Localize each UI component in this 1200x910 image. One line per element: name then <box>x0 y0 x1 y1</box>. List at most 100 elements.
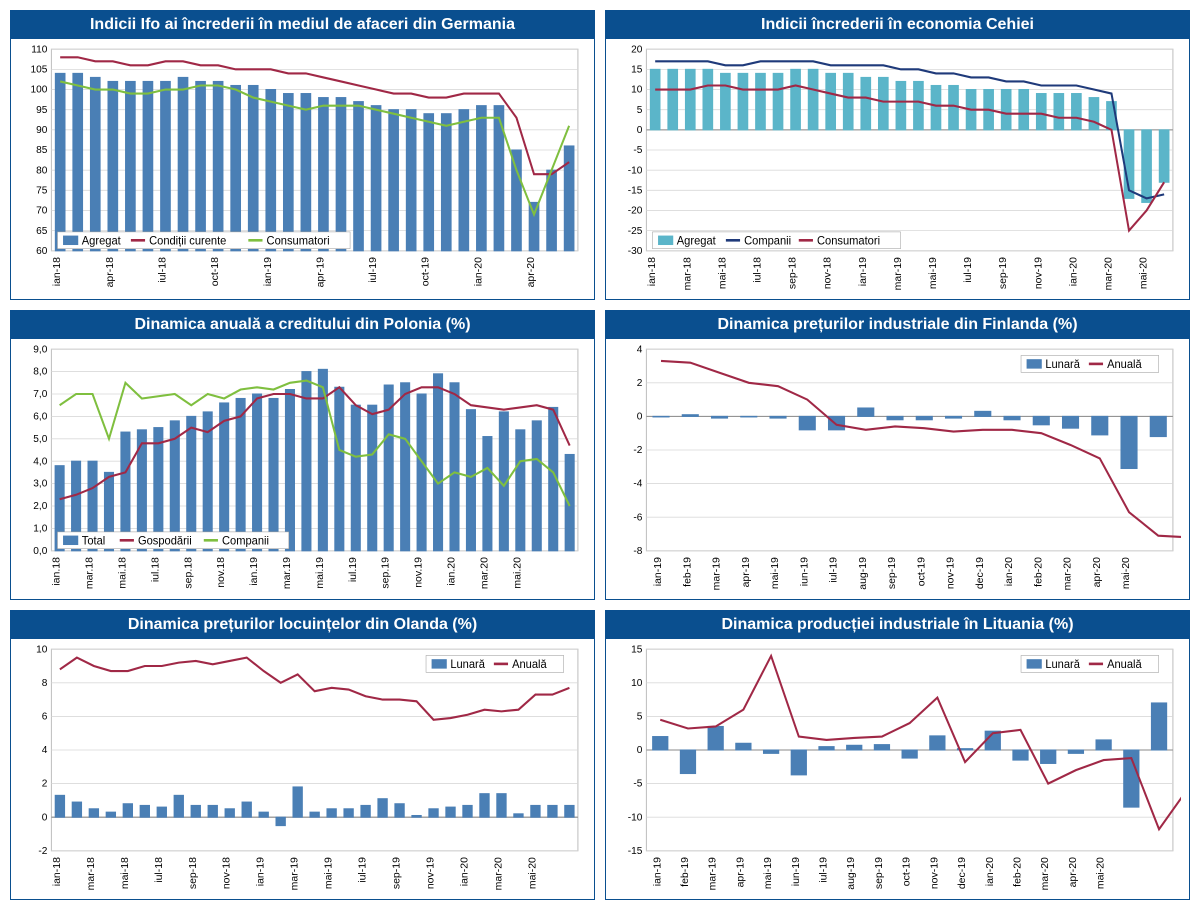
svg-text:0: 0 <box>637 411 643 422</box>
svg-text:5: 5 <box>637 711 643 722</box>
svg-text:110: 110 <box>31 45 47 55</box>
svg-text:iun-19: iun-19 <box>799 557 810 586</box>
svg-text:-10: -10 <box>628 165 643 176</box>
svg-text:Anuală: Anuală <box>1107 359 1142 371</box>
svg-text:ian-19: ian-19 <box>653 557 664 586</box>
svg-text:Condiții curente: Condiții curente <box>149 235 226 247</box>
svg-text:0: 0 <box>637 125 643 136</box>
svg-text:mar-19: mar-19 <box>893 257 904 290</box>
svg-text:feb-20: feb-20 <box>1013 857 1024 887</box>
svg-text:mai-20: mai-20 <box>1139 257 1150 289</box>
svg-text:mai-20: mai-20 <box>1096 857 1107 889</box>
svg-text:iul-19: iul-19 <box>819 857 830 883</box>
svg-text:iul-18: iul-18 <box>154 857 165 883</box>
svg-text:iul-19: iul-19 <box>358 857 369 883</box>
svg-text:mar.18: mar.18 <box>85 557 96 589</box>
svg-text:apr-19: apr-19 <box>741 557 752 588</box>
svg-text:ian-19: ian-19 <box>263 257 274 286</box>
svg-text:-2: -2 <box>633 445 642 456</box>
svg-text:aug-19: aug-19 <box>846 857 857 890</box>
svg-text:3,0: 3,0 <box>33 479 47 490</box>
svg-text:feb-19: feb-19 <box>682 557 693 587</box>
svg-text:Anuală: Anuală <box>512 659 547 671</box>
svg-text:mai.19: mai.19 <box>315 557 326 589</box>
svg-text:4: 4 <box>637 345 643 355</box>
svg-text:1,0: 1,0 <box>33 523 47 534</box>
svg-text:70: 70 <box>36 205 48 216</box>
svg-text:mar-20: mar-20 <box>494 857 505 890</box>
svg-text:apr-19: apr-19 <box>316 257 327 288</box>
svg-text:sep-18: sep-18 <box>788 257 799 289</box>
svg-text:5,0: 5,0 <box>33 434 47 445</box>
svg-text:10: 10 <box>631 85 643 96</box>
chart-area: -15-10-5051015ian-19feb-19mar-19apr-19ma… <box>606 639 1189 899</box>
svg-text:nov-19: nov-19 <box>426 857 437 889</box>
svg-text:-5: -5 <box>633 779 642 790</box>
svg-text:0: 0 <box>637 745 643 756</box>
svg-text:iun-19: iun-19 <box>791 857 802 886</box>
svg-text:nov-19: nov-19 <box>946 557 957 589</box>
svg-text:nov-18: nov-18 <box>222 857 233 889</box>
svg-text:6,0: 6,0 <box>33 411 47 422</box>
svg-text:0,0: 0,0 <box>33 546 47 557</box>
svg-text:aug-19: aug-19 <box>858 557 869 590</box>
svg-text:oct-19: oct-19 <box>916 557 927 586</box>
svg-text:mar-20: mar-20 <box>1104 257 1115 290</box>
chart-panel-czech: Indicii încrederii în economia Cehiei-30… <box>605 10 1190 300</box>
svg-text:Companii: Companii <box>222 535 269 547</box>
svg-text:Anuală: Anuală <box>1107 659 1142 671</box>
svg-text:-5: -5 <box>633 145 642 156</box>
svg-text:6: 6 <box>42 711 48 722</box>
svg-text:Consumatori: Consumatori <box>267 235 330 247</box>
svg-text:65: 65 <box>36 226 48 237</box>
svg-text:ian-18: ian-18 <box>52 857 63 886</box>
svg-text:-25: -25 <box>628 226 643 237</box>
svg-text:mai.18: mai.18 <box>118 557 129 589</box>
svg-text:10: 10 <box>631 678 643 689</box>
svg-text:mar-20: mar-20 <box>1040 857 1051 890</box>
svg-text:mai-20: mai-20 <box>528 857 539 889</box>
svg-text:ian-20: ian-20 <box>460 857 471 886</box>
svg-text:2: 2 <box>42 779 48 790</box>
svg-text:iul-19: iul-19 <box>963 257 974 283</box>
svg-text:mai-20: mai-20 <box>1121 557 1132 589</box>
svg-text:100: 100 <box>30 85 47 96</box>
svg-text:2,0: 2,0 <box>33 501 47 512</box>
svg-text:mar-19: mar-19 <box>708 857 719 890</box>
svg-text:dec-19: dec-19 <box>957 857 968 889</box>
svg-text:5: 5 <box>637 105 643 116</box>
svg-text:9,0: 9,0 <box>33 345 47 355</box>
svg-text:85: 85 <box>36 145 48 156</box>
svg-text:dec-19: dec-19 <box>975 557 986 589</box>
svg-text:Total: Total <box>82 535 105 547</box>
svg-text:15: 15 <box>631 64 643 75</box>
svg-text:nov.18: nov.18 <box>216 557 227 588</box>
svg-text:ian-20: ian-20 <box>1069 257 1080 286</box>
svg-text:ian-18: ian-18 <box>52 257 63 286</box>
chart-title: Indicii încrederii în economia Cehiei <box>606 11 1189 39</box>
svg-text:ian-19: ian-19 <box>858 257 869 286</box>
svg-text:-8: -8 <box>633 546 642 557</box>
svg-text:apr-20: apr-20 <box>1068 857 1079 888</box>
svg-text:sep.18: sep.18 <box>183 557 194 589</box>
svg-text:ian-20: ian-20 <box>985 857 996 886</box>
chart-panel-finland: Dinamica prețurilor industriale din Finl… <box>605 310 1190 600</box>
svg-text:-6: -6 <box>633 512 642 523</box>
svg-text:mar-18: mar-18 <box>682 257 693 290</box>
svg-text:ian-20: ian-20 <box>474 257 485 286</box>
svg-text:-2: -2 <box>38 846 47 857</box>
svg-text:sep-19: sep-19 <box>887 557 898 589</box>
svg-text:10: 10 <box>36 645 48 655</box>
svg-text:sep-19: sep-19 <box>392 857 403 889</box>
svg-text:105: 105 <box>30 64 47 75</box>
chart-title: Indicii Ifo ai încrederii în mediul de a… <box>11 11 594 39</box>
svg-text:mai-19: mai-19 <box>324 857 335 889</box>
svg-text:feb-19: feb-19 <box>680 857 691 887</box>
svg-text:80: 80 <box>36 165 48 176</box>
svg-text:mai-19: mai-19 <box>770 557 781 589</box>
svg-text:4: 4 <box>42 745 48 756</box>
svg-text:Agregat: Agregat <box>82 235 122 247</box>
svg-text:95: 95 <box>36 105 48 116</box>
svg-text:sep-19: sep-19 <box>874 857 885 889</box>
chart-area: -30-25-20-15-10-505101520ian-18mar-18mai… <box>606 39 1189 299</box>
